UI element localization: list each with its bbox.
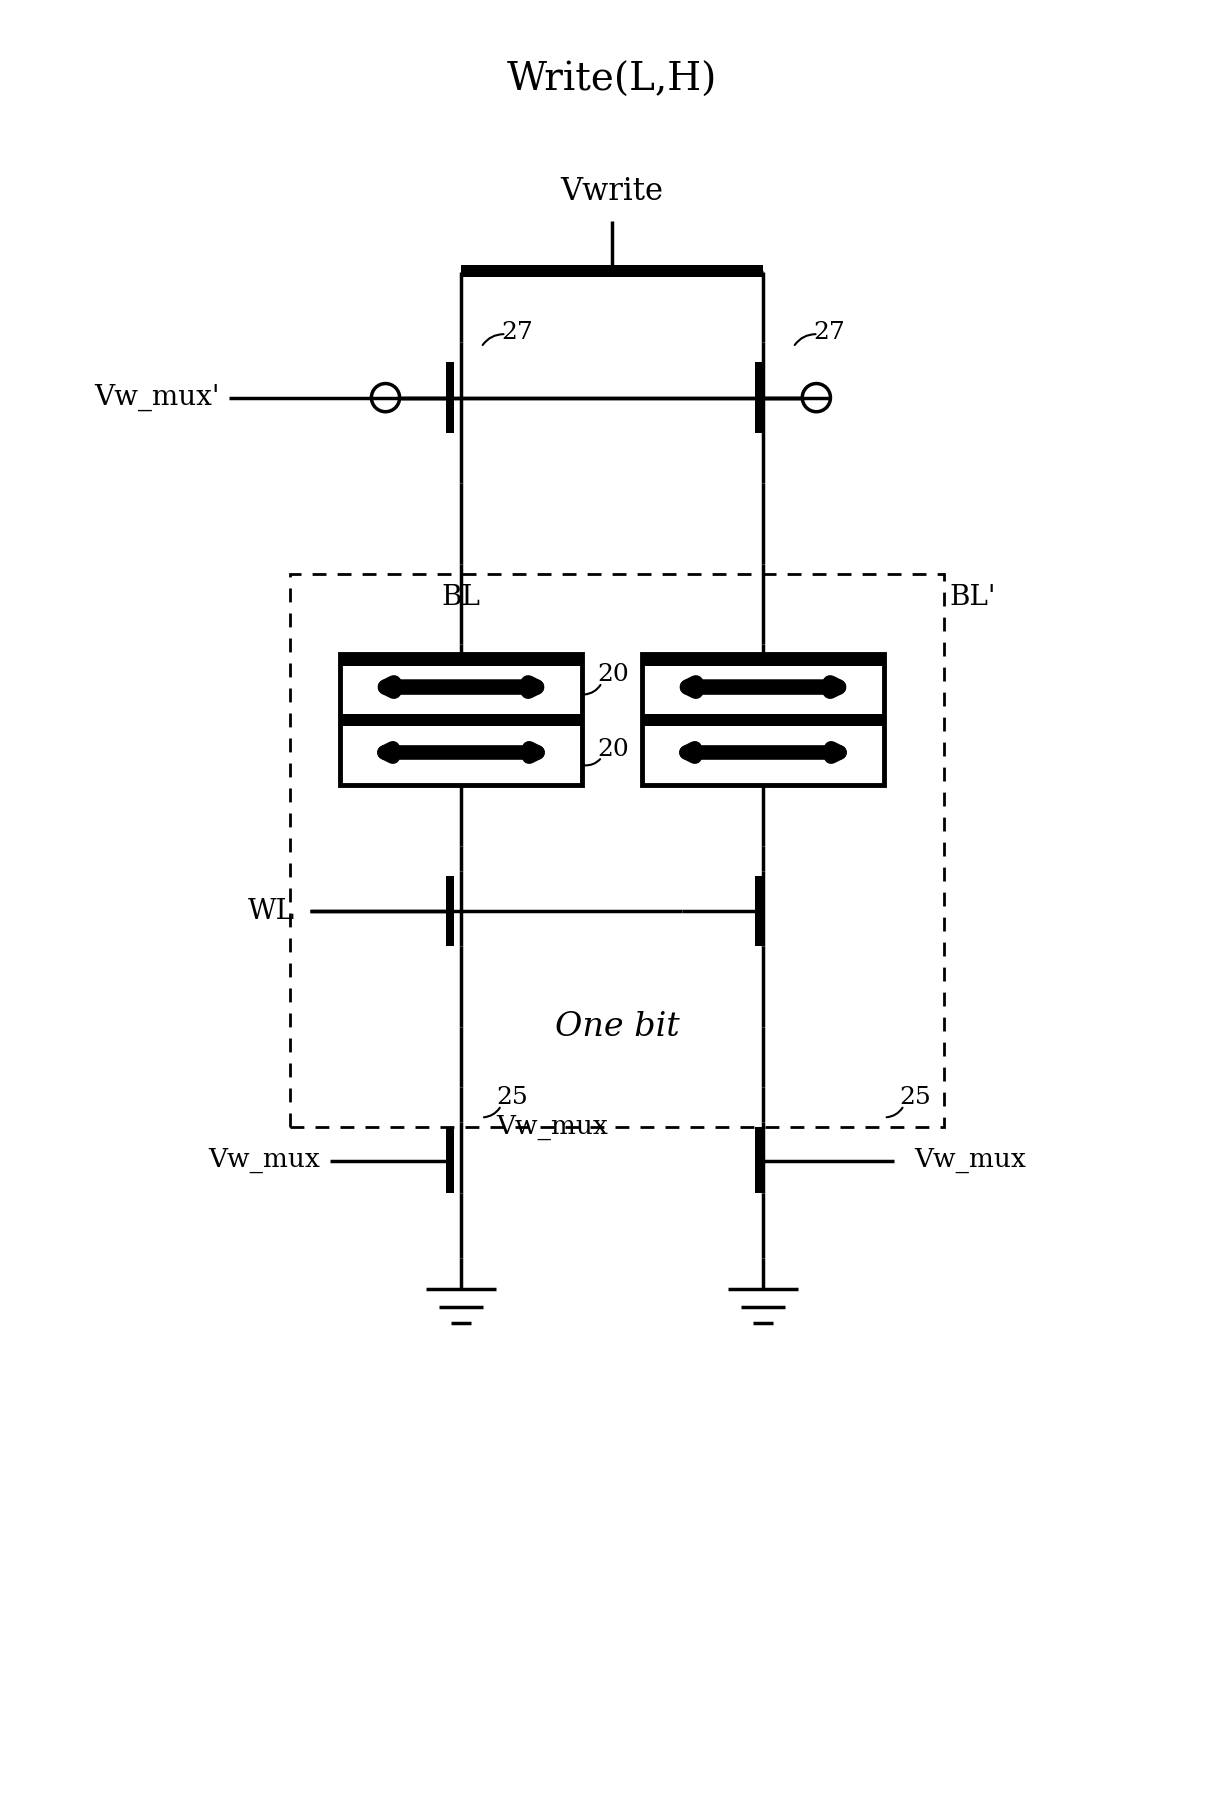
Text: Vw_mux': Vw_mux' <box>94 384 219 411</box>
Text: Vw_mux: Vw_mux <box>208 1149 319 1174</box>
Bar <box>643 654 884 785</box>
Text: 20: 20 <box>597 663 629 687</box>
Text: Vw_mux: Vw_mux <box>914 1149 1026 1174</box>
Bar <box>340 654 581 667</box>
Bar <box>755 1127 763 1192</box>
Text: 27: 27 <box>502 321 532 344</box>
Bar <box>461 265 763 277</box>
Text: Write(L,H): Write(L,H) <box>507 62 717 100</box>
Text: WL: WL <box>248 897 295 924</box>
Bar <box>643 714 884 727</box>
Text: 25: 25 <box>898 1085 930 1109</box>
Bar <box>340 654 581 785</box>
Bar <box>340 714 581 727</box>
Bar <box>446 1127 454 1192</box>
Text: Vwrite: Vwrite <box>561 176 663 207</box>
Bar <box>446 362 454 433</box>
Bar <box>643 654 884 667</box>
Text: BL': BL' <box>950 583 996 611</box>
Text: BL: BL <box>442 583 481 611</box>
Bar <box>290 574 944 1127</box>
Text: 20: 20 <box>597 739 629 761</box>
Text: 25: 25 <box>496 1085 528 1109</box>
Bar <box>755 362 763 433</box>
Bar <box>446 875 454 946</box>
Text: 27: 27 <box>813 321 845 344</box>
Text: Vw_mux: Vw_mux <box>496 1114 608 1140</box>
Text: One bit: One bit <box>554 1011 679 1042</box>
Bar <box>755 875 763 946</box>
